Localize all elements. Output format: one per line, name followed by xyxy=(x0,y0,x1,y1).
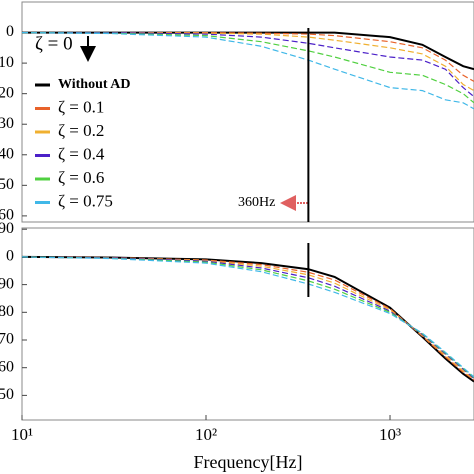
y-tick-label: 50 xyxy=(0,176,14,193)
series-line xyxy=(21,256,474,378)
series-line xyxy=(21,256,474,380)
y-tick-label: 60 xyxy=(0,207,14,224)
legend-label: ζ = 0.75 xyxy=(58,191,113,210)
x-axis-label: Frequency[Hz] xyxy=(194,452,303,472)
series-line xyxy=(21,256,474,378)
series-line xyxy=(21,32,474,110)
y-tick-label: 60 xyxy=(0,358,14,375)
y-tick-label: 80 xyxy=(0,303,14,320)
annotation: 360Hz xyxy=(238,195,275,210)
y-tick-label: 10 xyxy=(0,54,14,71)
series-line xyxy=(21,256,474,379)
y-tick-label: 50 xyxy=(0,386,14,403)
series-line xyxy=(22,32,474,98)
y-tick-label: 20 xyxy=(0,84,14,101)
legend-label: Without AD xyxy=(58,77,130,92)
y-tick-label: 90 xyxy=(0,275,14,292)
annotation: ζ = 0 xyxy=(35,33,73,54)
plot-frame xyxy=(21,227,474,421)
y-tick-label: 40 xyxy=(0,145,14,162)
legend-label: ζ = 0.6 xyxy=(58,168,104,187)
y-tick-label: 0 xyxy=(6,248,14,265)
series-line xyxy=(21,256,474,381)
series-line xyxy=(22,32,474,82)
series-line xyxy=(22,31,474,71)
y-tick-label: 30 xyxy=(0,115,14,132)
legend-label: ζ = 0.1 xyxy=(58,97,104,116)
y-tick-label: 90 xyxy=(0,220,14,237)
y-tick-label: 70 xyxy=(0,331,14,348)
y-tick-label: 0 xyxy=(6,23,14,40)
x-tick-label: 10³ xyxy=(379,425,401,444)
legend-label: ζ = 0.2 xyxy=(58,121,104,140)
legend-label: ζ = 0.4 xyxy=(58,144,105,163)
plot-frame xyxy=(21,1,474,223)
x-tick-label: 10² xyxy=(195,425,217,444)
series-line xyxy=(22,32,474,92)
series-line xyxy=(21,255,474,383)
x-tick-label: 10¹ xyxy=(11,425,33,444)
series-line xyxy=(21,32,474,104)
